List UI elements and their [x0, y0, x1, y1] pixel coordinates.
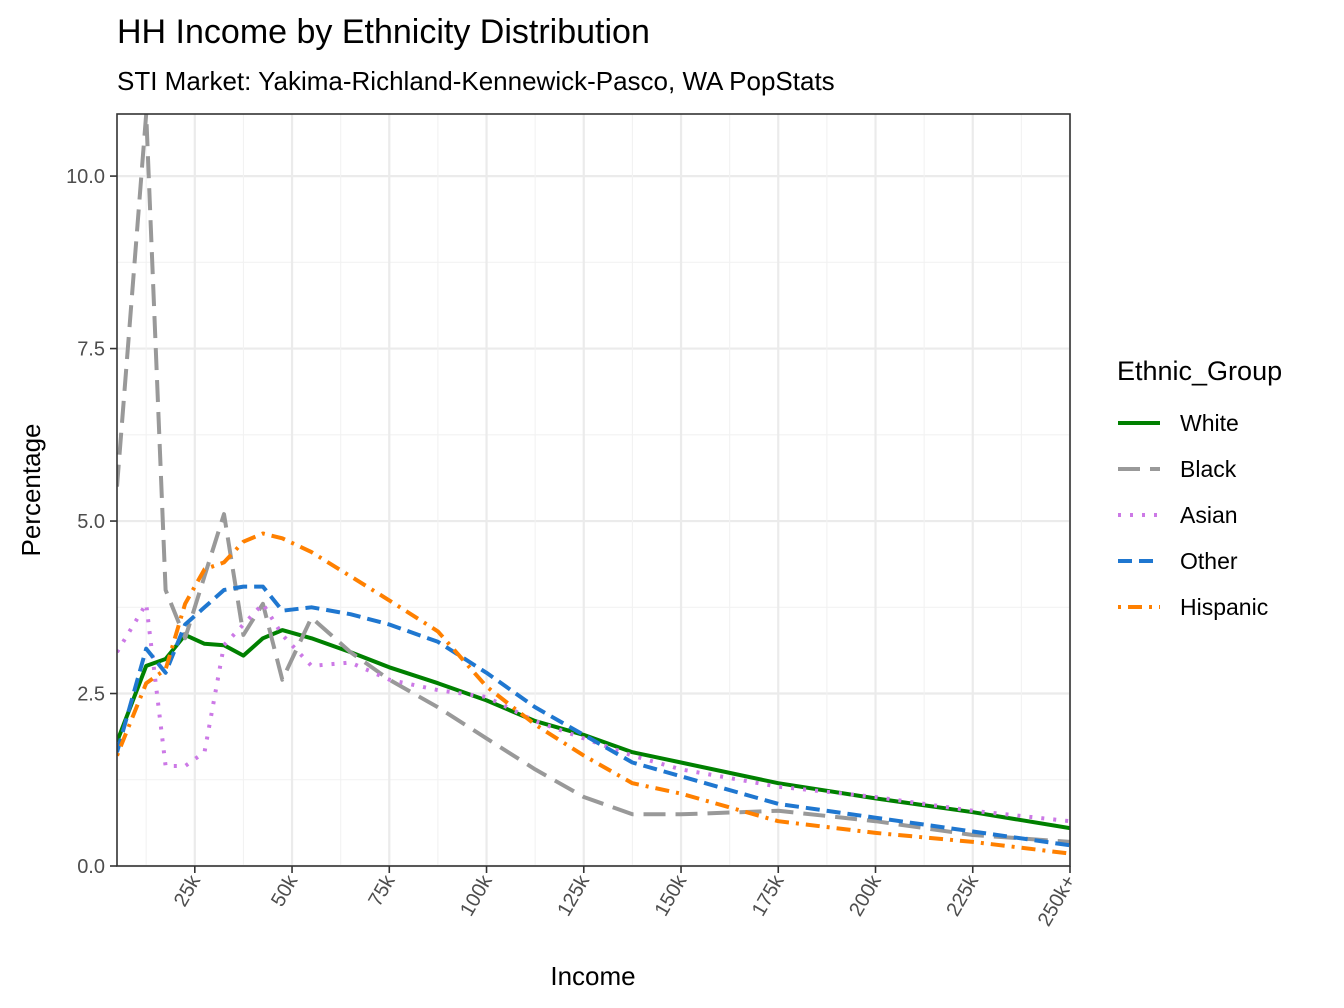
chart-subtitle: STI Market: Yakima-Richland-Kennewick-Pa… — [117, 66, 835, 96]
y-tick-label: 10.0 — [66, 166, 105, 188]
plot-panel-background — [117, 114, 1070, 866]
series-line-other — [117, 584, 1070, 848]
y-tick-label: 2.5 — [77, 684, 105, 706]
y-axis-title: Percentage — [16, 424, 46, 557]
legend-label-white: White — [1180, 410, 1239, 436]
x-tick-label: 150k — [651, 871, 692, 920]
legend-label-hispanic: Hispanic — [1180, 594, 1268, 620]
x-tick-label: 225k — [942, 871, 983, 920]
legend: Ethnic_Group White Black Asian Other Hispani… — [1117, 356, 1282, 620]
x-tick-label: 175k — [748, 871, 789, 920]
legend-label-black: Black — [1180, 456, 1237, 482]
legend-label-asian: Asian — [1180, 502, 1238, 528]
x-tick-label: 125k — [553, 871, 594, 920]
chart-title: HH Income by Ethnicity Distribution — [117, 13, 650, 51]
series-line-white — [117, 628, 1070, 831]
x-tick-label: 50k — [267, 871, 303, 911]
x-tick-label: 250k+ — [1034, 872, 1081, 931]
x-tick-label: 200k — [845, 871, 886, 920]
x-tick-label: 75k — [364, 871, 400, 911]
plot-panel-border — [116, 113, 1071, 867]
x-tick-label: 100k — [456, 871, 497, 920]
y-tick-label: 5.0 — [77, 511, 105, 533]
x-axis-title: Income — [550, 961, 635, 991]
series-line-black — [117, 114, 1070, 844]
y-tick-label: 7.5 — [77, 339, 105, 361]
y-tick-label: 0.0 — [77, 856, 105, 878]
legend-label-other: Other — [1180, 548, 1238, 574]
x-tick-label: 25k — [170, 871, 206, 911]
legend-title: Ethnic_Group — [1117, 356, 1282, 386]
series-lines — [117, 114, 1070, 856]
grid-lines — [117, 114, 1072, 868]
